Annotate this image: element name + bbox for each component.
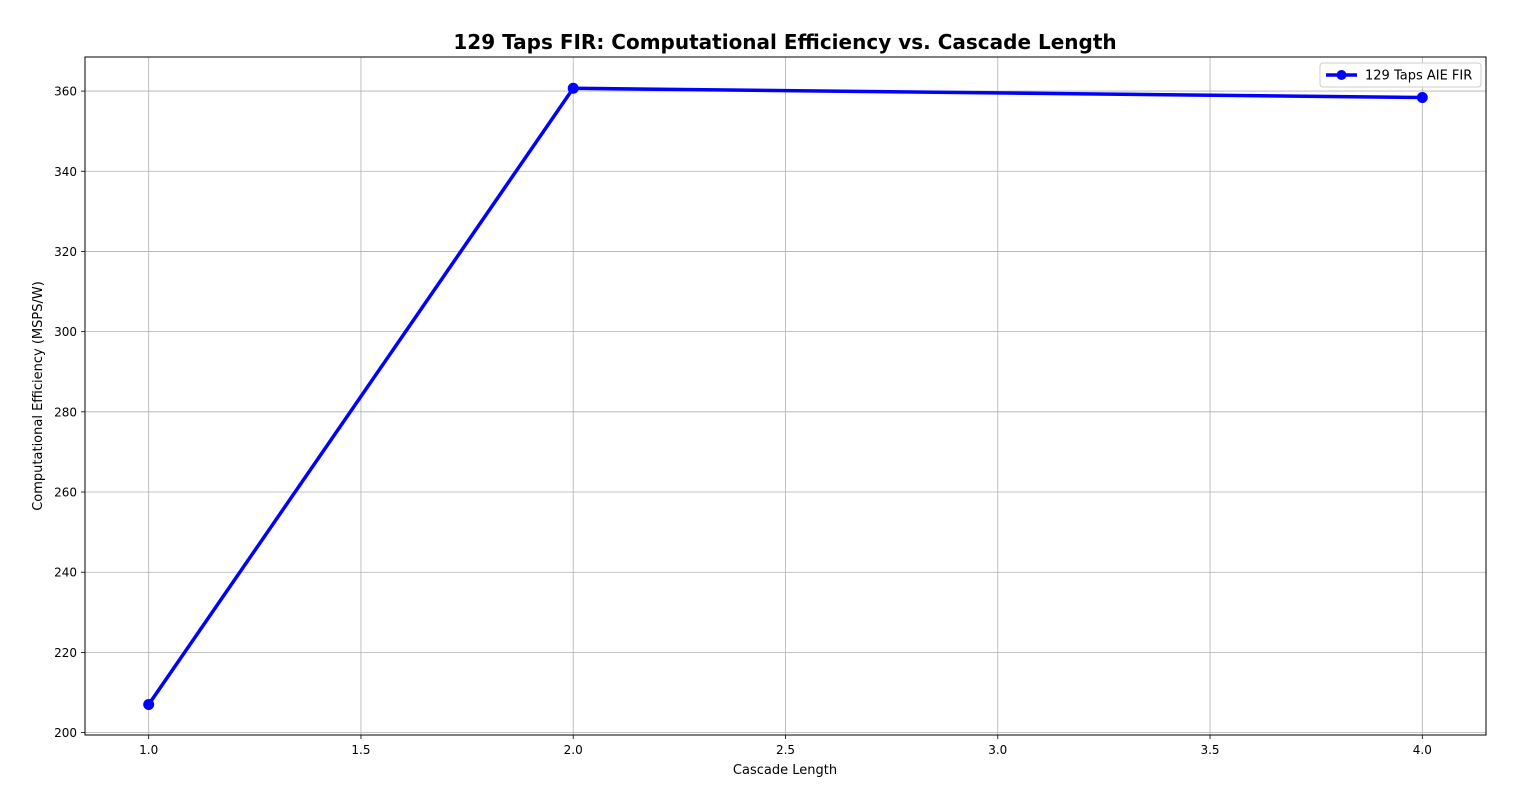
x-tick-label: 4.0 (1413, 743, 1432, 757)
x-tick-label: 1.0 (139, 743, 158, 757)
x-tick-label: 3.5 (1200, 743, 1219, 757)
legend-marker-swatch (1336, 70, 1347, 80)
y-tick-label: 260 (54, 486, 77, 500)
y-tick-label: 280 (54, 405, 77, 419)
x-tick-label: 2.5 (776, 743, 795, 757)
data-point (143, 699, 155, 711)
legend: 129 Taps AIE FIR (1319, 62, 1482, 88)
data-point (567, 82, 579, 94)
x-tick-label: 2.0 (564, 743, 583, 757)
y-axis-label: Computational Efficiency (MSPS/W) (31, 281, 46, 511)
y-tick-label: 320 (54, 245, 77, 259)
data-point (1416, 91, 1428, 103)
x-tick-label: 1.5 (351, 743, 370, 757)
y-axis-ticks: 200 220 240 260 280 300 320 340 360 (54, 85, 85, 740)
x-axis-label: Cascade Length (733, 763, 837, 778)
grid-lines (85, 57, 1486, 735)
legend-label: 129 Taps AIE FIR (1365, 69, 1472, 84)
chart-title: 129 Taps FIR: Computational Efficiency v… (453, 30, 1116, 54)
legend-box (1319, 62, 1482, 88)
y-tick-label: 300 (54, 325, 77, 339)
y-tick-label: 220 (54, 646, 77, 660)
plot-area (143, 82, 1428, 711)
x-tick-label: 3.0 (988, 743, 1007, 757)
x-axis-ticks: 1.0 1.5 2.0 2.5 3.0 3.5 4.0 (139, 735, 1432, 757)
y-tick-label: 340 (54, 165, 77, 179)
y-tick-label: 360 (54, 85, 77, 99)
y-tick-label: 200 (54, 726, 77, 740)
y-tick-label: 240 (54, 566, 77, 580)
